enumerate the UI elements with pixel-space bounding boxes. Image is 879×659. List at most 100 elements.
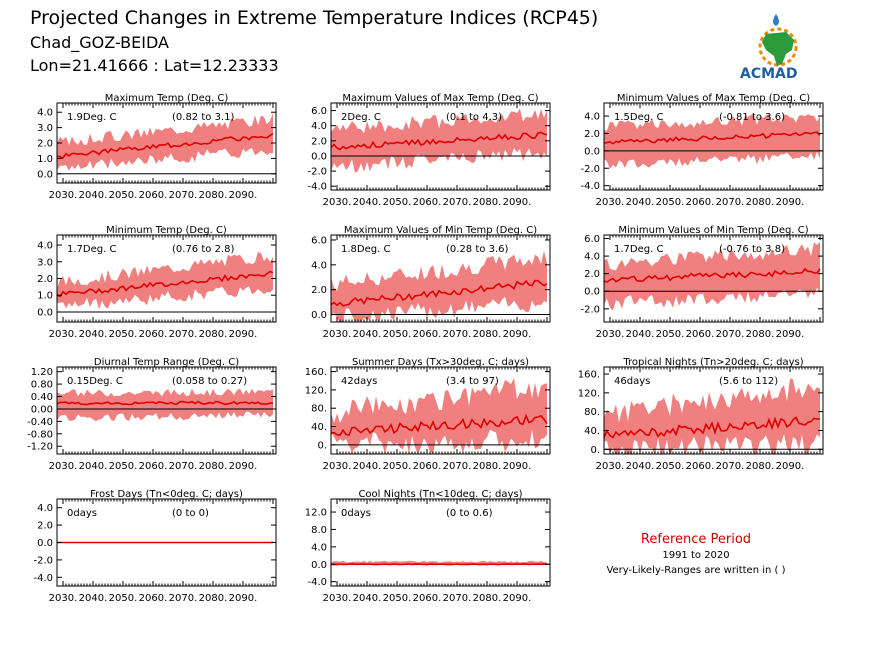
median-line [331,131,548,151]
series-group [331,250,550,322]
x-tick-label: 2040. [353,593,382,604]
x-tick-label: 2060. [686,329,715,340]
chart-panel: -4.0 0.0 4.0 8.0 12.0 2030. 2040. 2050. 2060. 207… [305,489,551,604]
y-tick-label: -0.40 [27,417,53,428]
series-group [604,241,823,311]
y-tick-label: 2.0 [37,139,53,150]
chart-panel: 0.0 2.0 4.0 6.0 2030. 2040. 2050. 2060. 2070. 208… [311,225,551,340]
y-tick-label: -4.0 [580,181,600,192]
x-tick-label: 2040. [626,461,655,472]
y-tick-label: 120. [578,388,600,399]
median-line [331,563,548,566]
y-tick-label: 0.0 [37,538,53,549]
y-tick-label: 2.0 [37,521,53,532]
chart-panel: 0. 40. 80. 120. 160. 2030. 2040. 2050. 2060. 2070… [578,357,824,472]
median-line [604,131,821,145]
chart-panel: -2.0 0.0 2.0 4.0 6.0 2030. 2040. 2050. 2060. 2070… [580,225,824,340]
x-tick-label: 2040. [79,461,108,472]
x-tick-label: 2070. [716,461,745,472]
plot-frame [56,366,277,455]
plot-frame [603,366,824,455]
x-tick-label: 2080. [473,197,502,208]
chart-panel: 0.0 1.0 2.0 3.0 4.0 2030. 2040. 2050. 2060. 2070.… [37,225,277,340]
x-tick-label: 2050. [109,190,138,201]
panel-title: Maximum Values of Min Temp (Deg. C) [344,225,537,236]
chart-panel: 0.0 1.0 2.0 3.0 4.0 2030. 2040. 2050. 2060. 2070.… [37,93,277,201]
x-tick-label: 2030. [49,190,78,201]
x-tick-label: 2090. [229,329,258,340]
y-tick-label: 4.0 [311,542,327,553]
y-tick-label: 0.0 [584,146,600,157]
logo-text: ACMAD [740,66,798,82]
x-tick-label: 2040. [626,197,655,208]
x-tick-label: 2080. [746,197,775,208]
y-tick-label: 12.0 [305,508,327,519]
y-tick-label: 80. [584,407,600,418]
x-tick-label: 2080. [473,461,502,472]
likely-range: (-0.76 to 3.8) [719,244,785,255]
median-value: 0.15Deg. C [67,376,123,387]
likely-range: (5.6 to 112) [719,376,778,387]
x-tick-label: 2080. [199,190,228,201]
reference-note: Very-Likely-Ranges are written in ( ) [606,565,785,576]
x-tick-label: 2030. [323,329,352,340]
chart-panel: -1.20 -0.80-0.40 0.000.400.80 1.20 2030. 2040… [27,357,277,472]
x-tick-label: 2040. [353,461,382,472]
y-tick-label: 0.0 [311,151,327,162]
median-line [331,413,548,436]
x-tick-label: 2030. [49,329,78,340]
x-tick-label: 2060. [413,461,442,472]
x-tick-label: 2060. [686,197,715,208]
x-tick-label: 2090. [776,329,805,340]
y-tick-label: -2.0 [580,164,600,175]
y-tick-label: -2.0 [307,167,327,178]
station-name: Chad_GOZ-BEIDA [30,33,169,53]
x-tick-label: 2080. [199,461,228,472]
x-tick-label: 2070. [169,190,198,201]
plot-frame [603,234,824,323]
x-tick-label: 2050. [656,461,685,472]
y-tick-label: 0.0 [311,560,327,571]
station-coordinates: Lon=21.41666 : Lat=12.23333 [30,56,279,75]
median-value: 1.7Deg. C [67,244,116,255]
median-value: 1.7Deg. C [614,244,663,255]
median-value: 1.8Deg. C [341,244,390,255]
median-line [331,279,548,307]
y-tick-label: 0. [590,445,600,456]
panel-title: Frost Days (Tn<0deg. C; days) [90,489,243,500]
y-tick-label: 4.0 [584,112,600,123]
series-group [331,108,550,173]
series-group [331,377,550,454]
x-tick-label: 2030. [323,197,352,208]
series-group [331,560,550,566]
x-tick-label: 2030. [596,197,625,208]
x-tick-label: 2060. [139,190,168,201]
panel-title: Maximum Temp (Deg. C) [105,93,229,104]
y-tick-label: -2.0 [580,304,600,315]
x-tick-label: 2050. [109,461,138,472]
x-tick-label: 2080. [473,593,502,604]
y-tick-label: -4.0 [307,577,327,588]
y-tick-label: 120. [305,385,327,396]
y-tick-label: 2.0 [584,129,600,140]
plot-frame [603,102,824,191]
x-tick-label: 2070. [716,329,745,340]
x-tick-label: 2040. [79,190,108,201]
likely-range-band [604,378,820,454]
chart-panel: 0. 40. 80. 120. 160. 2030. 2040. 2050. 2060. 2070… [305,357,551,472]
y-tick-label: 0.0 [37,169,53,180]
figure-title: Projected Changes in Extreme Temperature… [30,7,598,29]
x-tick-label: 2060. [139,593,168,604]
y-tick-label: 0.0 [311,310,327,321]
y-tick-label: 1.0 [37,154,53,165]
likely-range: (0.1 to 4.3) [446,112,502,123]
y-tick-label: 4.0 [311,260,327,271]
panel-title: Maximum Values of Max Temp (Deg. C) [342,93,538,104]
y-tick-label: 6.0 [584,234,600,245]
x-tick-label: 2090. [503,461,532,472]
y-tick-label: 80. [311,404,327,415]
y-tick-label: 6.0 [311,106,327,117]
logo-africa-shape [762,32,794,66]
chart-panel: -4.0 -2.0 0.0 2.0 4.0 2030. 2040. 2050. 2060. 207… [580,93,824,208]
